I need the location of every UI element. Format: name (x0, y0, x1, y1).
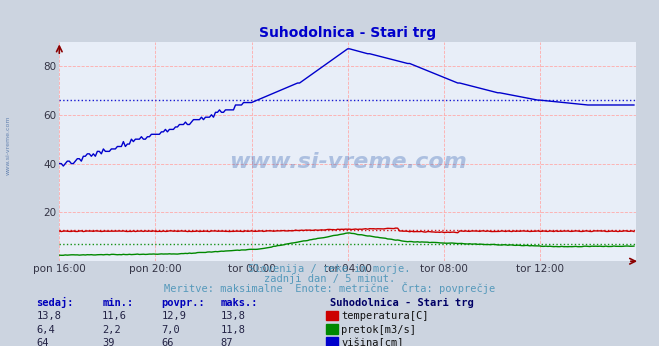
Text: 7,0: 7,0 (161, 325, 180, 335)
Text: 2,2: 2,2 (102, 325, 121, 335)
Text: maks.:: maks.: (221, 298, 258, 308)
Title: Suhodolnica - Stari trg: Suhodolnica - Stari trg (259, 26, 436, 40)
Text: 66: 66 (161, 338, 174, 346)
Text: 64: 64 (36, 338, 49, 346)
Text: www.si-vreme.com: www.si-vreme.com (229, 152, 467, 172)
Text: sedaj:: sedaj: (36, 297, 74, 308)
Text: 11,6: 11,6 (102, 311, 127, 321)
Text: višina[cm]: višina[cm] (341, 337, 404, 346)
Text: min.:: min.: (102, 298, 133, 308)
Text: 13,8: 13,8 (221, 311, 246, 321)
Text: 12,9: 12,9 (161, 311, 186, 321)
Text: Suhodolnica - Stari trg: Suhodolnica - Stari trg (330, 298, 473, 308)
Text: pretok[m3/s]: pretok[m3/s] (341, 325, 416, 335)
Text: 87: 87 (221, 338, 233, 346)
Text: zadnji dan / 5 minut.: zadnji dan / 5 minut. (264, 274, 395, 284)
Text: povpr.:: povpr.: (161, 298, 205, 308)
Text: www.si-vreme.com: www.si-vreme.com (5, 116, 11, 175)
Text: 6,4: 6,4 (36, 325, 55, 335)
Text: Meritve: maksimalne  Enote: metrične  Črta: povprečje: Meritve: maksimalne Enote: metrične Črta… (164, 282, 495, 294)
Text: 11,8: 11,8 (221, 325, 246, 335)
Text: 13,8: 13,8 (36, 311, 61, 321)
Text: 39: 39 (102, 338, 115, 346)
Text: Slovenija / reke in morje.: Slovenija / reke in morje. (248, 264, 411, 274)
Text: temperatura[C]: temperatura[C] (341, 311, 429, 321)
